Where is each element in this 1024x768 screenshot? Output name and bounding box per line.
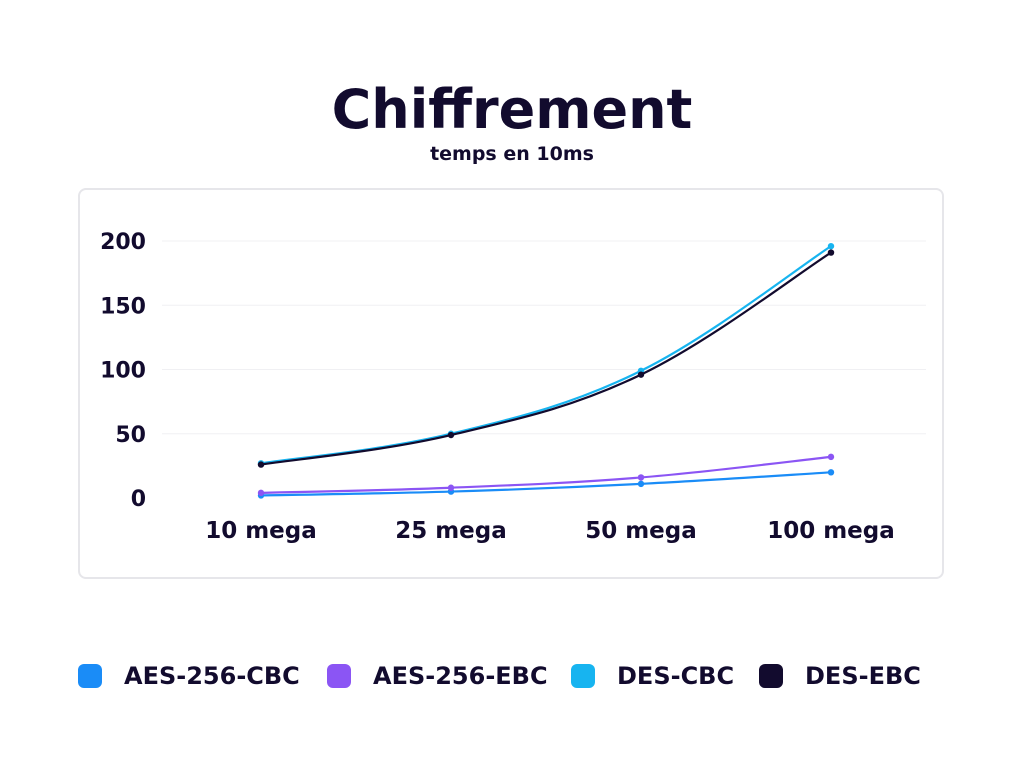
data-point-des-ebc	[447, 431, 455, 439]
y-tick-label: 0	[131, 487, 146, 512]
data-point-aes-256-ebc	[447, 484, 455, 491]
chart-legend: AES-256-CBC AES-256-EBC DES-CBC DES-EBC	[0, 656, 1024, 696]
data-point-aes-256-cbc	[827, 469, 835, 476]
x-tick-label: 10 mega	[205, 518, 317, 544]
legend-swatch	[78, 664, 102, 688]
legend-swatch	[571, 664, 595, 688]
x-tick-label: 100 mega	[767, 518, 895, 544]
x-tick-label: 25 mega	[395, 518, 507, 544]
data-point-des-ebc	[827, 249, 835, 256]
chart-subtitle: temps en 10ms	[430, 143, 594, 165]
chart-card: 0 50 100 150 200 10 mega 25 mega 50 mega 100 meg…	[78, 188, 944, 579]
data-point-aes-256-cbc	[637, 480, 645, 488]
legend-item-aes-256-ebc: AES-256-EBC	[327, 656, 548, 696]
x-tick-label: 50 mega	[585, 518, 697, 544]
legend-item-aes-256-cbc: AES-256-CBC	[78, 656, 300, 696]
series-line-des-cbc	[259, 245, 833, 465]
y-tick-label: 100	[100, 359, 146, 384]
legend-item-des-cbc: DES-CBC	[571, 656, 734, 696]
data-point-aes-256-ebc	[637, 474, 645, 481]
data-point-aes-256-ebc	[257, 489, 265, 497]
legend-swatch	[327, 664, 351, 688]
data-point-des-cbc	[827, 242, 835, 250]
legend-label: DES-CBC	[617, 662, 735, 690]
legend-label: AES-256-CBC	[124, 662, 300, 690]
y-tick-label: 50	[115, 423, 146, 448]
y-tick-label: 150	[100, 294, 146, 319]
legend-label: DES-EBC	[805, 662, 921, 690]
legend-swatch	[759, 664, 783, 688]
y-tick-label: 200	[100, 230, 146, 255]
line-chart: 0 50 100 150 200 10 mega 25 mega 50 mega 100 meg…	[100, 230, 926, 544]
series-line-aes-256-ebc	[259, 455, 833, 494]
legend-item-des-ebc: DES-EBC	[759, 656, 921, 696]
series-line-des-ebc	[259, 251, 833, 466]
chart-title: Chiffrement	[331, 78, 693, 141]
data-point-aes-256-ebc	[827, 453, 835, 461]
data-point-des-ebc	[637, 371, 645, 378]
data-point-des-ebc	[257, 461, 265, 468]
legend-label: AES-256-EBC	[373, 662, 548, 690]
series-line-aes-256-cbc	[259, 471, 833, 497]
